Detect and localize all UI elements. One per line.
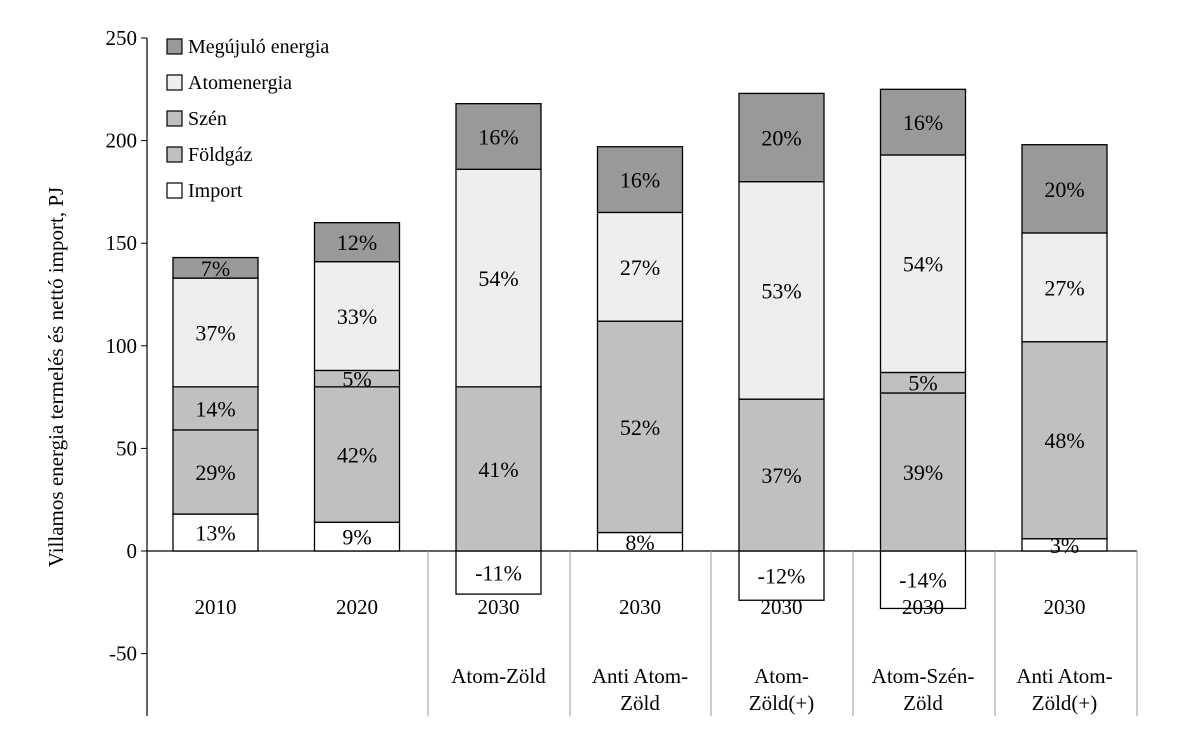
legend-label: Szén: [188, 108, 227, 130]
data-label: 29%: [195, 460, 235, 485]
scenario-label: Atom-Zöld: [451, 664, 546, 688]
data-label: 16%: [903, 110, 943, 135]
data-label: 52%: [620, 415, 660, 440]
y-tick-label: -50: [109, 642, 137, 666]
scenario-label: Zöld: [903, 691, 943, 715]
data-label: 37%: [761, 463, 801, 488]
bar-segment: [172, 513, 259, 552]
data-label: 14%: [195, 396, 235, 421]
data-label: 27%: [620, 255, 660, 280]
bar-segment: [738, 92, 825, 183]
y-tick-label: 250: [106, 26, 138, 50]
x-tick-label: 2030: [478, 595, 520, 619]
bar-segment: [738, 398, 825, 552]
scenario-label: Anti Atom-: [1016, 664, 1112, 688]
data-label: 33%: [337, 304, 377, 329]
data-label: 7%: [201, 256, 230, 281]
data-label: 5%: [908, 371, 937, 396]
bar-segment: [455, 168, 542, 388]
scenario-label: Zöld: [620, 691, 660, 715]
scenario-label: Zöld(+): [1032, 691, 1098, 715]
bar-segment: [172, 256, 259, 279]
data-label: 13%: [195, 521, 235, 546]
y-axis: 250 200 150 100 50 0 -50: [106, 26, 1138, 716]
legend: Megújuló energia Atomenergia Szén Földgáz Im…: [166, 36, 329, 202]
y-tick-label: 200: [106, 129, 138, 153]
bar-segment: [313, 386, 401, 523]
data-label: 16%: [620, 168, 660, 193]
scenario-label: Atom-Szén-: [872, 664, 975, 688]
data-label: -12%: [758, 564, 806, 589]
x-tick-label: 2020: [336, 595, 378, 619]
bar-segment: [596, 320, 684, 534]
bar-segment: [313, 261, 401, 372]
data-label: 27%: [1044, 275, 1084, 300]
bar-segment: [596, 146, 684, 214]
y-tick-label: 50: [116, 436, 137, 460]
bar-segment: [738, 180, 825, 400]
bar-segment: [879, 154, 967, 374]
legend-label: Import: [188, 180, 243, 202]
x-tick-label: 2030: [761, 595, 803, 619]
y-axis-label: Villamos energia termelés és nettó impor…: [44, 187, 68, 567]
legend-label: Földgáz: [188, 144, 253, 166]
data-label: -11%: [475, 561, 522, 586]
scenario-label: Anti Atom-: [592, 664, 688, 688]
data-label: 20%: [1044, 177, 1084, 202]
bar-segment: [455, 386, 542, 552]
legend-label: Atomenergia: [188, 72, 292, 94]
data-label: 42%: [337, 443, 377, 468]
data-label: 37%: [195, 320, 235, 345]
bars: 13% 29% 14% 37% 7% 9% 42% 5% 33% 12% -11% 41% 54% 16%…: [172, 88, 1108, 610]
y-tick-label: 0: [127, 539, 138, 563]
legend-swatch: [166, 110, 183, 127]
data-label: 16%: [478, 124, 518, 149]
bar-segment: [455, 550, 542, 595]
scenario-label: Zöld(+): [749, 691, 815, 715]
data-label: 48%: [1044, 428, 1084, 453]
data-label: 39%: [903, 460, 943, 485]
data-label: 12%: [337, 230, 377, 255]
bar-segment: [172, 277, 259, 388]
data-label: 53%: [761, 278, 801, 303]
x-tick-label: 2030: [1044, 595, 1086, 619]
y-tick-label: 100: [106, 334, 138, 358]
data-label: 8%: [625, 530, 654, 555]
legend-swatch: [166, 146, 183, 163]
x-tick-label: 2030: [902, 595, 944, 619]
legend-swatch: [166, 182, 183, 199]
bar-segment: [172, 429, 259, 515]
bar-segment: [738, 550, 825, 601]
data-label: 54%: [903, 252, 943, 277]
legend-swatch: [166, 38, 183, 55]
x-tick-label: 2010: [195, 595, 237, 619]
bar-segment: [879, 392, 967, 552]
data-label: 9%: [342, 525, 371, 550]
legend-label: Megújuló energia: [188, 36, 329, 58]
x-tick-label: 2030: [619, 595, 661, 619]
data-label: -14%: [899, 568, 947, 593]
y-tick-label: 150: [106, 231, 138, 255]
data-label: 41%: [478, 457, 518, 482]
scenario-label: Atom-: [754, 664, 809, 688]
bar-segment: [1021, 144, 1108, 234]
bar-segment: [455, 103, 542, 170]
legend-swatch: [166, 74, 183, 91]
bar-segment: [879, 88, 967, 156]
data-label: 54%: [478, 266, 518, 291]
bar-segment: [596, 211, 684, 322]
bar-segment: [313, 222, 401, 263]
bar-segment: [879, 550, 967, 610]
data-label: 20%: [761, 126, 801, 151]
